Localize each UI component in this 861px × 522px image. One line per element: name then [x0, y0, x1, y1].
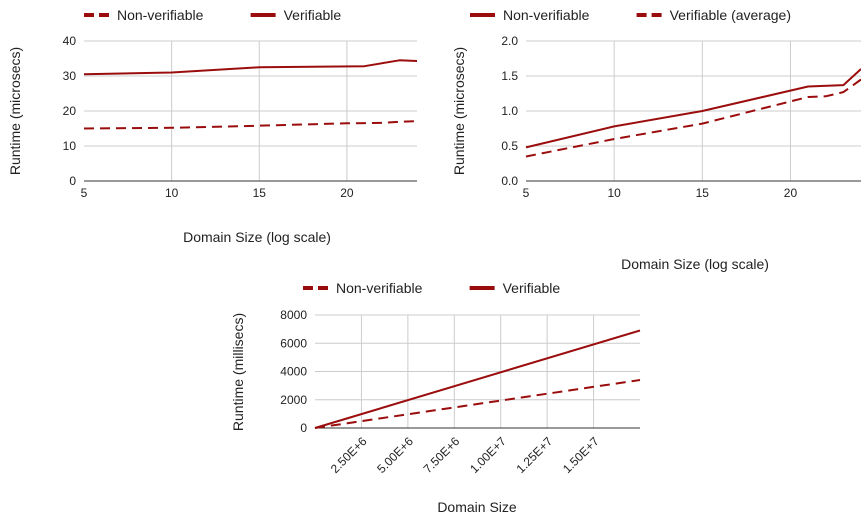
series-line-non-verifiable — [525, 68, 861, 149]
x-tick-label: 5 — [81, 186, 88, 200]
x-axis-title: Domain Size — [437, 499, 517, 515]
x-tick-label: 15 — [696, 186, 710, 200]
chart-svg: Non-verifiable Verifiable 0 2000 4000 6000 800… — [230, 280, 641, 515]
legend-label: Verifiable (average) — [670, 7, 791, 23]
y-tick-label: 0 — [69, 174, 76, 188]
x-tick-label: 10 — [165, 186, 179, 200]
legend-label: Non-verifiable — [336, 280, 423, 296]
chart-panel-runtime-log-microsecs: Non-verifiable Verifiable 0 10 20 30 40 5 10 15 20… — [0, 0, 430, 280]
y-tick-label: 0.5 — [501, 139, 518, 153]
x-tick-label: 20 — [784, 186, 798, 200]
legend-label: Non-verifiable — [503, 7, 590, 23]
series-line-verifiable-average — [525, 78, 861, 158]
y-tick-label: 0 — [300, 421, 307, 435]
x-axis-title: Domain Size (log scale) — [183, 229, 331, 245]
legend-label: Verifiable — [284, 7, 342, 23]
y-tick-label: 8000 — [280, 308, 307, 322]
x-tick-label: 2.50E+6 — [328, 434, 370, 476]
y-axis-title: Runtime (millisecs) — [230, 313, 246, 431]
y-tick-label: 4000 — [280, 365, 307, 379]
y-tick-label: 2.0 — [501, 34, 518, 48]
legend-label: Verifiable — [503, 280, 561, 296]
y-tick-label: 6000 — [280, 336, 307, 350]
x-tick-label: 7.50E+6 — [421, 434, 463, 476]
y-axis-title: Runtime (microsecs) — [451, 47, 467, 175]
x-axis-title: Domain Size (log scale) — [621, 256, 769, 272]
x-tick-label: 5.00E+6 — [374, 434, 416, 476]
y-tick-label: 40 — [63, 34, 77, 48]
y-tick-label: 1.5 — [501, 69, 518, 83]
chart-svg: Non-verifiable Verifiable (average) 0.0 0.5… — [451, 7, 861, 272]
x-tick-label: 1.50E+7 — [560, 434, 602, 476]
y-tick-label: 0.0 — [501, 174, 518, 188]
y-tick-label: 30 — [63, 69, 77, 83]
series-line-non-verifiable — [83, 120, 418, 130]
y-tick-label: 2000 — [280, 393, 307, 407]
x-tick-label: 5 — [523, 186, 530, 200]
x-tick-label: 15 — [253, 186, 267, 200]
y-tick-label: 20 — [63, 104, 77, 118]
x-tick-label: 1.00E+7 — [467, 434, 509, 476]
series-line-verifiable — [314, 329, 641, 429]
series-line-non-verifiable — [314, 379, 641, 429]
x-tick-label: 10 — [607, 186, 621, 200]
y-tick-label: 1.0 — [501, 104, 518, 118]
series-line-verifiable — [83, 59, 418, 76]
x-tick-label: 1.25E+7 — [514, 434, 556, 476]
chart-panel-runtime-millisecs: Non-verifiable Verifiable 0 2000 4000 6000 800… — [215, 272, 655, 522]
legend-label: Non-verifiable — [117, 7, 204, 23]
x-tick-label: 20 — [340, 186, 354, 200]
y-tick-label: 10 — [63, 139, 77, 153]
y-axis-title: Runtime (microsecs) — [7, 47, 23, 175]
chart-panel-runtime-average-microsecs: Non-verifiable Verifiable (average) 0.0 0.5… — [430, 0, 861, 280]
chart-svg: Non-verifiable Verifiable 0 10 20 30 40 5 10 15 20… — [7, 7, 418, 245]
